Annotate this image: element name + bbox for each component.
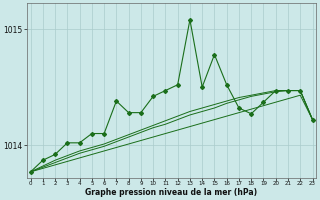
X-axis label: Graphe pression niveau de la mer (hPa): Graphe pression niveau de la mer (hPa) — [85, 188, 258, 197]
